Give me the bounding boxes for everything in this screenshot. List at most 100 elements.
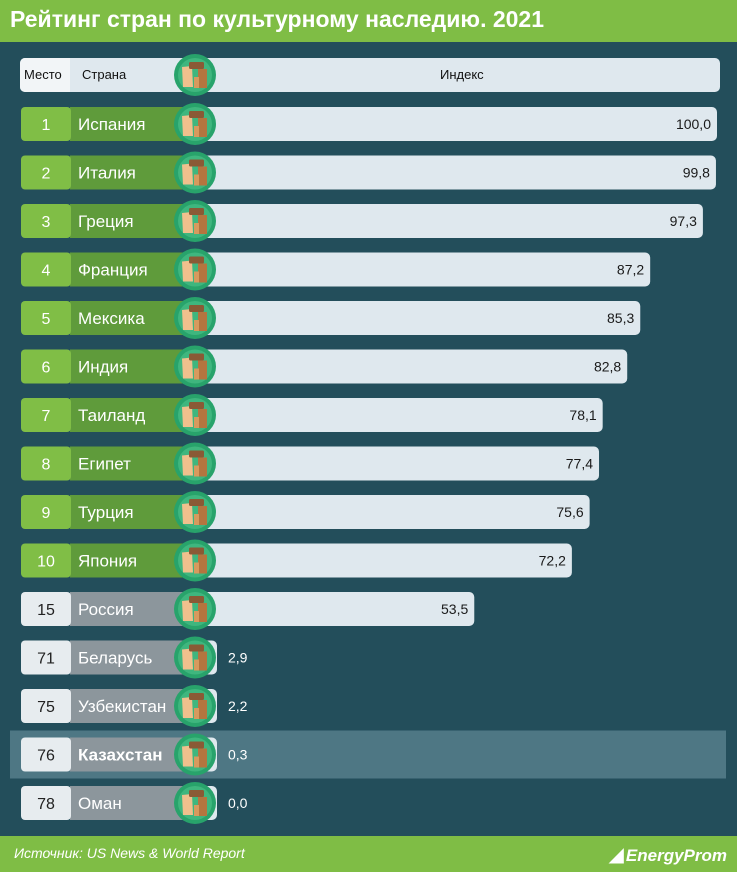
icon-hand-shape [182, 163, 193, 185]
place-box [21, 204, 71, 238]
country-label: Япония [78, 552, 137, 571]
icon-body-shape [198, 409, 207, 428]
header-index-label: Индекс [440, 67, 484, 82]
header-place-label: Место [24, 67, 62, 82]
icon-body-shape [198, 312, 207, 331]
icon-hand-shape [182, 794, 193, 815]
icon-detail-shape [194, 271, 199, 283]
header-row: Место Страна Индекс [20, 58, 720, 92]
header-background [20, 58, 720, 92]
icon-hand-shape [182, 212, 193, 233]
icon-hand-shape [182, 309, 193, 330]
place-label: 3 [42, 214, 51, 231]
icon-hat-shape [189, 741, 204, 749]
icon-hand-shape [182, 357, 193, 379]
place-box [21, 349, 71, 384]
icon-hand-shape [182, 260, 193, 282]
country-label: Россия [78, 600, 134, 619]
value-label: 97,3 [670, 213, 697, 229]
icon-detail-shape [194, 611, 199, 622]
icon-hand-shape [182, 697, 193, 718]
icon-body-shape [198, 166, 207, 186]
place-label: 2 [42, 166, 51, 183]
icon-hand-shape [182, 648, 193, 670]
country-label: Индия [78, 358, 128, 377]
value-label: 82,8 [594, 359, 621, 375]
chart-title: Рейтинг стран по культурному наследию. 2… [10, 6, 545, 32]
country-label: Греция [78, 212, 134, 231]
value-label: 53,5 [441, 601, 468, 617]
culture-icon [174, 345, 216, 388]
culture-icon [174, 685, 216, 727]
icon-body-shape [198, 457, 207, 477]
country-label: Италия [78, 164, 136, 183]
icon-hand-shape [182, 551, 193, 573]
icon-hat-shape [189, 62, 204, 69]
icon-body-shape [198, 748, 207, 768]
header-place-box [20, 58, 70, 92]
place-label: 9 [42, 505, 51, 522]
icon-body-shape [198, 69, 207, 88]
bar-2 [195, 155, 716, 190]
brand-mark-icon: ◢ [608, 844, 624, 866]
bar-1 [195, 107, 717, 141]
icon-hand-shape [182, 454, 193, 476]
icon-hat-shape [189, 790, 204, 797]
icon-detail-shape [194, 805, 199, 816]
value-label: 2,2 [228, 698, 248, 714]
icon-hat-shape [189, 208, 204, 215]
value-label: 78,1 [569, 407, 596, 423]
bar-10 [195, 543, 572, 578]
icon-hat-shape [189, 159, 204, 167]
icon-detail-shape [194, 708, 199, 719]
place-label: 71 [37, 651, 55, 668]
icon-hand-shape [182, 406, 193, 427]
place-box [21, 301, 71, 335]
title-bar: Рейтинг стран по культурному наследию. 2… [0, 0, 737, 42]
icon-hat-shape [189, 547, 204, 555]
icon-body-shape [198, 797, 207, 816]
header-culture-icon [174, 54, 216, 96]
icon-detail-shape [194, 417, 199, 428]
country-label: Франция [78, 261, 148, 280]
place-box [21, 689, 71, 723]
place-label: 1 [42, 117, 51, 134]
icon-body-shape [198, 700, 207, 719]
icon-detail-shape [194, 514, 199, 525]
culture-icon [174, 248, 216, 291]
icon-body-shape [198, 215, 207, 234]
icon-hand-shape [182, 600, 193, 621]
place-box [21, 786, 71, 820]
header-country-label: Страна [82, 67, 127, 82]
place-box [21, 640, 71, 675]
icon-body-shape [198, 118, 207, 137]
icon-hat-shape [189, 450, 204, 458]
energyprom-logo: ◢ EnergyProm [609, 842, 727, 867]
icon-hat-shape [189, 353, 204, 361]
country-label: Испания [78, 115, 145, 134]
footer-bar: Источник: US News & World Report ◢ Energy… [0, 836, 737, 872]
country-label: Узбекистан [78, 697, 166, 716]
bar-3 [195, 204, 703, 238]
icon-body-shape [198, 554, 207, 574]
icon-detail-shape [194, 659, 199, 671]
culture-icon [174, 297, 216, 339]
icon-hat-shape [189, 305, 204, 312]
place-box [21, 592, 71, 626]
icon-hat-shape [189, 499, 204, 506]
culture-icon [174, 151, 216, 194]
place-label: 15 [37, 602, 55, 619]
country-label: Таиланд [78, 406, 145, 425]
bar-9 [195, 495, 590, 529]
bar-8 [195, 446, 600, 481]
culture-icon [174, 103, 216, 145]
icon-detail-shape [194, 77, 199, 88]
culture-icon [174, 636, 216, 679]
icon-body-shape [198, 651, 207, 671]
value-label: 100,0 [676, 116, 711, 132]
icon-detail-shape [194, 320, 199, 331]
value-label: 72,2 [539, 553, 566, 569]
icon-detail-shape [194, 465, 199, 477]
bar-11 [195, 592, 475, 626]
